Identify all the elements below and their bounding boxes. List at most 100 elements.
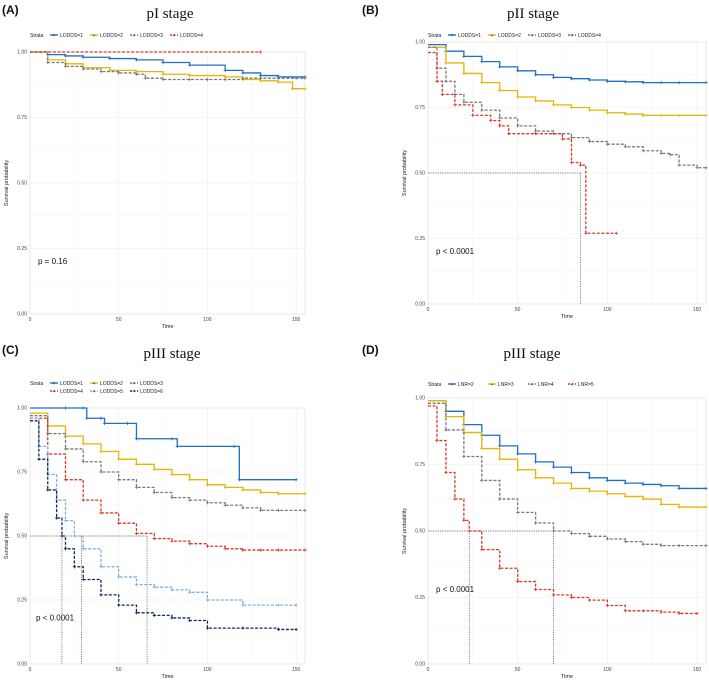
y-tick-label: 1.00	[17, 406, 27, 412]
censor-mark	[188, 618, 192, 623]
censor-mark	[205, 598, 210, 602]
series-lodds-4	[30, 417, 305, 551]
censor-mark	[462, 54, 466, 59]
censor-mark	[276, 76, 280, 80]
censor-mark	[63, 447, 68, 451]
y-tick-label: 0.50	[17, 181, 27, 187]
censor-mark	[37, 457, 41, 461]
censor-mark	[534, 587, 538, 592]
censor-mark	[108, 56, 112, 61]
series-lodds-2	[30, 51, 305, 90]
censor-mark	[605, 79, 609, 83]
censor-mark	[276, 492, 280, 496]
p-value: p < 0.0001	[36, 613, 75, 622]
censor-mark	[444, 61, 448, 65]
censor-mark	[170, 472, 174, 477]
censor-mark	[569, 470, 574, 475]
censor-mark	[480, 548, 484, 552]
panel-title: pII stage	[507, 6, 559, 22]
censor-mark	[480, 108, 484, 112]
legend-marker: +	[491, 33, 494, 39]
censor-mark	[294, 627, 298, 632]
censor-mark	[170, 539, 174, 543]
censor-mark	[276, 548, 280, 552]
censor-mark	[152, 467, 156, 472]
censor-mark	[489, 119, 493, 123]
censor-mark	[99, 470, 103, 474]
censor-mark	[223, 485, 227, 489]
censor-mark	[241, 548, 245, 552]
censor-mark	[641, 113, 645, 117]
censor-mark	[569, 105, 574, 110]
censor-mark	[516, 95, 520, 99]
legend-label: LODDS=6	[140, 389, 163, 395]
legend-label: LODDS=4	[180, 33, 203, 39]
censor-mark	[55, 516, 59, 520]
censor-mark	[188, 73, 192, 78]
censor-mark	[498, 65, 502, 69]
y-tick-label: 0.75	[17, 470, 27, 476]
censor-mark	[480, 81, 484, 85]
censor-mark	[462, 71, 466, 76]
censor-mark	[498, 566, 502, 570]
censor-mark	[81, 55, 85, 59]
y-tick-label: 0.75	[415, 462, 425, 468]
y-tick-label: 0.50	[17, 534, 27, 540]
legend-marker: +	[53, 381, 56, 387]
censor-mark	[72, 534, 76, 538]
censor-mark	[587, 108, 592, 112]
censor-mark	[134, 58, 139, 62]
censor-mark	[467, 529, 471, 533]
panel-title: pIII stage	[503, 346, 560, 362]
panel-d: (D) pIII stage Strata + LNR=2 + LNR=3 + LNR=4 + LN…	[362, 343, 708, 680]
censor-mark	[498, 444, 502, 448]
censor-mark	[498, 116, 502, 120]
censor-mark	[569, 486, 574, 491]
censor-mark	[659, 113, 663, 117]
censor-mark	[46, 60, 50, 65]
x-tick-label: 50	[116, 667, 122, 673]
censor-mark	[569, 532, 574, 536]
panel-letter: (A)	[2, 3, 19, 17]
censor-mark	[704, 166, 708, 170]
x-axis-label: Time	[161, 324, 173, 330]
panel-title: pI stage	[146, 6, 193, 22]
censor-mark	[462, 454, 466, 459]
legend-marker: +	[491, 382, 494, 388]
censor-mark	[241, 76, 245, 80]
censor-mark	[659, 81, 663, 85]
censor-mark	[551, 75, 556, 79]
censor-mark	[81, 442, 85, 446]
panel-title: pIII stage	[143, 346, 200, 362]
series-lodds-2	[30, 412, 305, 495]
censor-mark	[81, 498, 85, 502]
censor-mark	[276, 508, 280, 512]
censor-mark	[578, 163, 583, 167]
censor-mark	[462, 100, 466, 104]
censor-mark	[152, 536, 156, 541]
censor-mark	[453, 103, 457, 107]
censor-mark	[587, 78, 592, 82]
censor-mark	[175, 444, 179, 448]
legend-label: LNR=5	[578, 382, 594, 388]
censor-mark	[435, 79, 439, 83]
censor-mark	[659, 502, 663, 506]
x-tick-label: 150	[693, 307, 702, 313]
censor-mark	[641, 497, 645, 501]
censor-mark	[498, 497, 502, 501]
censor-mark	[471, 113, 475, 117]
censor-mark	[569, 136, 574, 140]
censor-mark	[72, 565, 76, 569]
censor-mark	[117, 457, 121, 461]
x-tick-label: 0	[29, 317, 32, 323]
x-tick-label: 100	[203, 667, 212, 673]
censor-mark	[170, 616, 174, 620]
censor-mark	[695, 611, 699, 616]
censor-mark	[623, 112, 627, 116]
censor-mark	[85, 416, 89, 420]
censor-mark	[134, 611, 139, 615]
legend-label: LNR=3	[498, 382, 514, 388]
censor-mark	[188, 478, 192, 482]
censor-mark	[641, 149, 645, 153]
